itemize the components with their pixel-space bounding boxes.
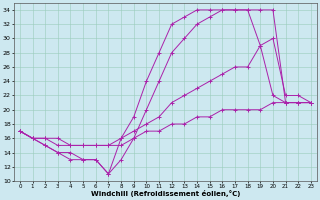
X-axis label: Windchill (Refroidissement éolien,°C): Windchill (Refroidissement éolien,°C) <box>91 190 240 197</box>
